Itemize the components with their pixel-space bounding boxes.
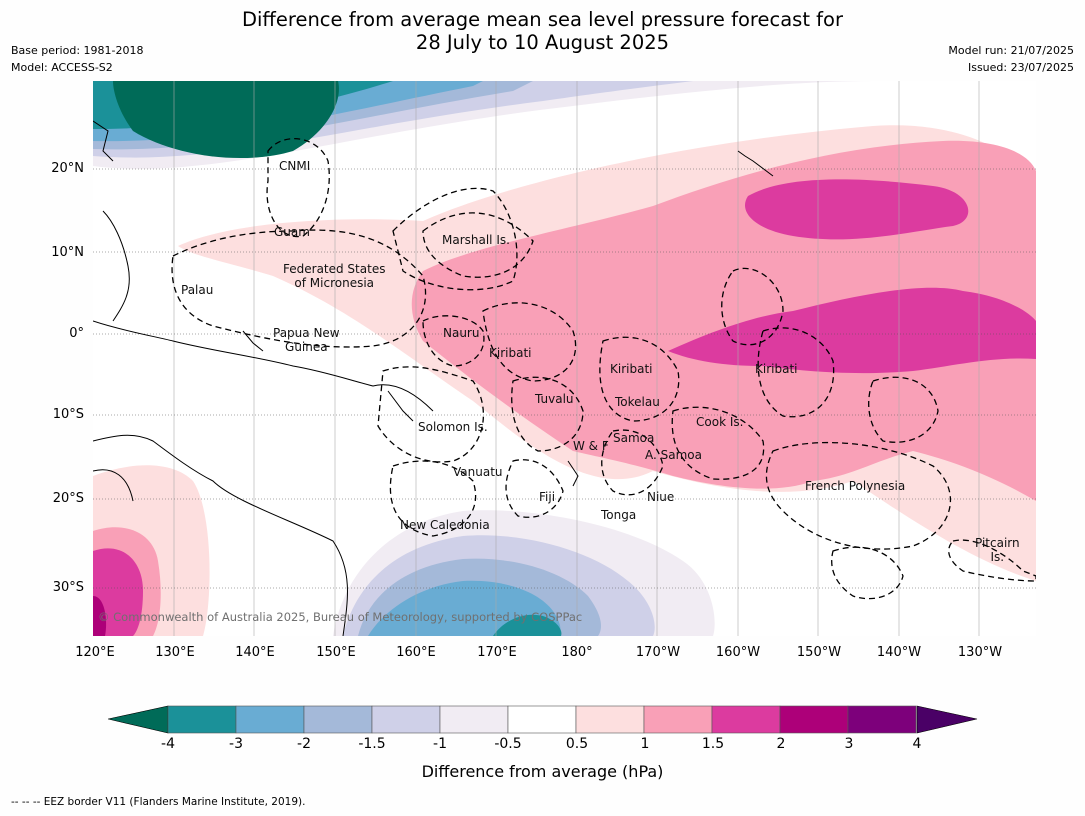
meta-left: Base period: 1981-2018 Model: ACCESS-S2 [11,42,143,76]
lon-label-180: 180° [561,645,593,660]
anomaly-pos-15-band [668,287,1036,374]
lat-label-10n: 10°N [51,245,84,260]
eez-borders [171,138,1036,600]
label-fsm: Federated States of Micronesia [283,262,385,290]
lon-label-120e: 120°E [75,645,115,660]
label-new-caledonia: New Caledonia [400,518,490,532]
map-title: Difference from average mean sea level p… [0,8,1085,54]
label-french-polynesia: French Polynesia [805,479,906,493]
lon-label-130e: 130°E [155,645,195,660]
colorbar-bin [167,705,237,734]
map-panel: © Commonwealth of Australia 2025, Bureau… [93,81,1036,636]
cb-tick-4: -1 [433,736,447,752]
title-line-2: 28 July to 10 August 2025 [415,31,670,54]
label-palau: Palau [181,283,214,297]
lon-label-160e: 160°E [396,645,436,660]
lon-label-150w: 150°W [796,645,842,660]
lat-label-20s: 20°S [52,491,84,506]
label-tokelau: Tokelau [615,395,660,409]
graticule [173,81,980,636]
graticule-lat [93,168,1036,589]
label-pitcairn-line1: Pitcairn [975,536,1020,550]
label-tonga: Tonga [601,508,637,522]
label-png: Papua New Guinea [273,326,340,354]
anomaly-neg-4 [113,81,339,159]
colorbar [108,705,978,734]
lat-label-30s: 30°S [52,580,84,595]
colorbar-bins [167,705,917,734]
label-png-line1: Papua New [273,326,340,340]
cb-tick-8: 1.5 [701,736,725,752]
cb-tick-5: -0.5 [494,736,522,752]
colorbar-label: Difference from average (hPa) [421,762,664,781]
colorbar-bin [507,705,577,734]
lon-label-140e: 140°E [235,645,275,660]
base-period: Base period: 1981-2018 [11,44,144,57]
cb-tick-2: -2 [297,736,311,752]
label-png-line2: Guinea [285,340,328,354]
label-asamoa: A. Samoa [645,448,702,462]
cb-tick-7: 1 [640,736,650,752]
colorbar-bin [575,705,645,734]
anomaly-neg-south-3 [493,614,562,636]
lon-label-160w: 160°W [715,645,761,660]
cb-tick-1: -3 [229,736,243,752]
label-vanuatu: Vanuatu [453,465,503,479]
label-fiji: Fiji [539,490,556,504]
colorbar-bin [439,705,509,734]
lon-label-130w: 130°W [957,645,1003,660]
label-guam: Guam [274,225,310,239]
label-samoa: Samoa [613,431,655,445]
coastlines [93,120,774,636]
colorbar-bin [711,705,781,734]
label-wf: W & F [573,439,609,453]
colorbar-bin [779,705,849,734]
label-fsm-line2: of Micronesia [294,276,375,290]
lat-label-20n: 20°N [51,161,84,176]
cb-tick-11: 4 [912,736,922,752]
map-canvas: © Commonwealth of Australia 2025, Bureau… [93,81,1036,636]
title-line-1: Difference from average mean sea level p… [242,8,843,31]
lon-label-140w: 140°W [876,645,922,660]
lon-label-170e: 170°E [477,645,517,660]
cb-tick-3: -1.5 [358,736,386,752]
lat-label-0: 0° [69,326,84,341]
cb-tick-9: 2 [776,736,786,752]
colorbar-under-arrow [108,705,169,734]
label-tuvalu: Tuvalu [535,392,574,406]
label-pitcairn: Pitcairn Is. [975,536,1020,564]
colorbar-bin [847,705,917,734]
anomaly-pos-sw-2 [93,596,107,636]
cb-tick-0: -4 [161,736,175,752]
label-kiribati-west: Kiribati [489,346,532,360]
label-kiribati-central: Kiribati [610,362,653,376]
model-run: Model run: 21/07/2025 [948,44,1074,57]
cb-tick-10: 3 [844,736,854,752]
label-kiribati-east: Kiribati [755,362,798,376]
label-marshall: Marshall Is. [442,233,510,247]
colorbar-bin [235,705,305,734]
copyright-text: © Commonwealth of Australia 2025, Bureau… [98,610,582,624]
model-name: Model: ACCESS-S2 [11,61,113,74]
cb-tick-6: 0.5 [565,736,589,752]
label-solomon: Solomon Is. [418,420,488,434]
label-fsm-line1: Federated States [283,262,386,276]
label-cnmi: CNMI [279,159,311,173]
anomaly-pos-15-north [745,179,969,240]
label-nauru: Nauru [443,326,480,340]
lon-label-150e: 150°E [316,645,356,660]
meta-right: Model run: 21/07/2025 Issued: 23/07/2025 [948,42,1074,76]
colorbar-bin [643,705,713,734]
label-cook: Cook Is. [696,415,744,429]
label-pitcairn-line2: Is. [990,550,1005,564]
label-niue: Niue [647,490,675,504]
colorbar-bin [303,705,373,734]
lat-label-10s: 10°S [52,407,84,422]
colorbar-bin [371,705,441,734]
anomaly-pos-sw-15 [93,548,143,636]
colorbar-over-arrow [916,705,978,734]
eez-footnote: -- -- -- EEZ border V11 (Flanders Marine… [11,796,306,808]
lon-label-170w: 170°W [635,645,681,660]
issued-date: Issued: 23/07/2025 [967,61,1074,74]
